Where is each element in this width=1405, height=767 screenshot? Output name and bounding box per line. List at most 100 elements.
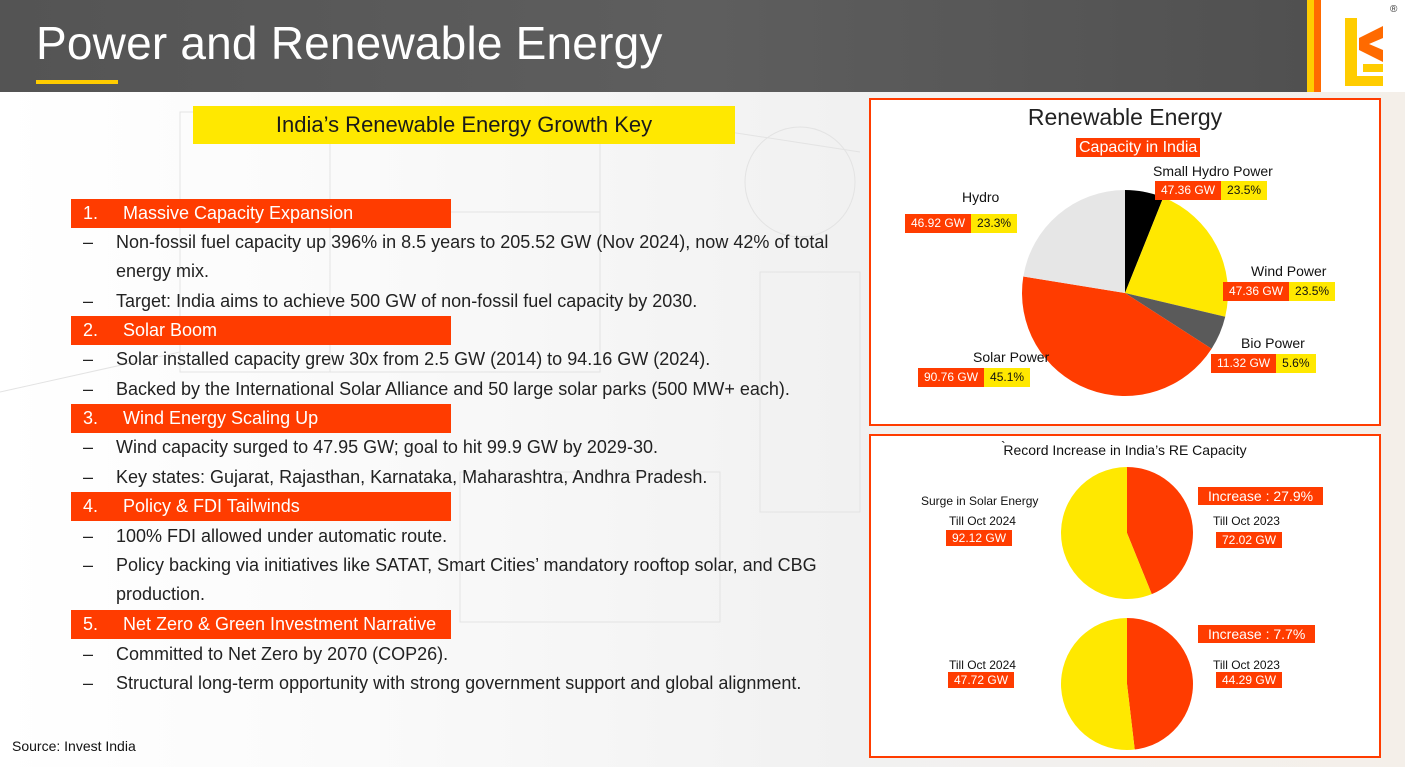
brand-logo: ® bbox=[1307, 0, 1405, 92]
section-number: 1. bbox=[83, 203, 99, 223]
pct-value: 23.5% bbox=[1221, 181, 1268, 200]
pie-slice-small-hydro-power bbox=[1125, 190, 1164, 293]
surge-series-label: Surge in Solar Energy bbox=[921, 494, 1039, 508]
record-increase-panel: ` Record Increase in India’s RE Capacity… bbox=[869, 434, 1381, 758]
gw-value: 47.36 GW bbox=[1155, 181, 1222, 200]
bullet-item: – Wind capacity surged to 47.95 GW; goal… bbox=[83, 433, 863, 462]
bullet-item: – Backed by the International Solar Alli… bbox=[83, 375, 863, 404]
slice-tag-solar: 90.76 GW 45.1% bbox=[918, 368, 1031, 387]
bullet-item: – Structural long-term opportunity with … bbox=[83, 669, 863, 698]
section-heading-4: 4. Policy & FDI Tailwinds bbox=[71, 492, 451, 521]
section-label: Net Zero & Green Investment Narrative bbox=[123, 614, 437, 634]
pct-value: 23.5% bbox=[1289, 282, 1336, 301]
gw-value: 46.92 GW bbox=[905, 214, 972, 233]
page-title: Power and Renewable Energy bbox=[36, 17, 663, 69]
bullet-text: 100% FDI allowed under automatic route. bbox=[116, 526, 448, 546]
gw-value: 90.76 GW bbox=[918, 368, 985, 387]
registered-icon: ® bbox=[1390, 4, 1398, 15]
pie2-value-2023: 44.29 GW bbox=[1216, 672, 1283, 688]
bullet-dash: – bbox=[83, 349, 94, 369]
bullet-text: Wind capacity surged to 47.95 GW; goal t… bbox=[116, 437, 658, 457]
bullet-text: Non-fossil fuel capacity up 396% in 8.5 … bbox=[116, 232, 829, 281]
bullet-dash: – bbox=[83, 437, 94, 457]
pie-slice-bio-power bbox=[1125, 293, 1226, 349]
bullet-item: – Key states: Gujarat, Rajasthan, Karnat… bbox=[83, 463, 863, 492]
title-underline bbox=[36, 80, 118, 84]
pie2-label-2023: Till Oct 2023 bbox=[1213, 658, 1280, 672]
bullet-dash: – bbox=[83, 467, 94, 487]
bullet-text: Structural long-term opportunity with st… bbox=[116, 673, 802, 693]
renewable-pie-chart bbox=[1022, 190, 1228, 396]
slice-label-bio: Bio Power bbox=[1241, 335, 1305, 351]
gw-value: 11.32 GW bbox=[1211, 354, 1277, 373]
section-heading-2: 2. Solar Boom bbox=[71, 316, 451, 345]
key-title-banner: India’s Renewable Energy Growth Key bbox=[193, 106, 735, 144]
section-number: 4. bbox=[83, 496, 99, 516]
pct-value: 45.1% bbox=[984, 368, 1031, 387]
bullet-item: – Committed to Net Zero by 2070 (COP26). bbox=[83, 640, 863, 669]
pie1-label-2023: Till Oct 2023 bbox=[1213, 514, 1280, 528]
slice-label-wind: Wind Power bbox=[1251, 263, 1327, 279]
solar-surge-pie-chart bbox=[1061, 467, 1193, 599]
bullet-dash: – bbox=[83, 291, 94, 311]
section-label: Policy & FDI Tailwinds bbox=[123, 496, 300, 516]
pie2-value-2024: 47.72 GW bbox=[948, 672, 1015, 688]
section-number: 5. bbox=[83, 614, 99, 634]
pie-slice-solar-power bbox=[1022, 276, 1212, 396]
pie-slice-till-oct-2023 bbox=[1127, 618, 1193, 750]
pie1-label-2024: Till Oct 2024 bbox=[949, 514, 1016, 528]
logo-mark-icon bbox=[1345, 18, 1383, 86]
section-heading-1: 1. Massive Capacity Expansion bbox=[71, 199, 451, 228]
pie1-value-2023: 72.02 GW bbox=[1216, 532, 1283, 548]
slice-tag-wind: 47.36 GW 23.5% bbox=[1223, 282, 1336, 301]
bullet-dash: – bbox=[83, 673, 94, 693]
bullet-item: – 100% FDI allowed under automatic route… bbox=[83, 522, 863, 551]
pie1-value-2024: 92.12 GW bbox=[946, 530, 1013, 546]
slice-label-solar: Solar Power bbox=[973, 349, 1050, 365]
bullet-item: – Non-fossil fuel capacity up 396% in 8.… bbox=[83, 228, 863, 286]
second-surge-pie-chart bbox=[1061, 618, 1193, 750]
bullet-dash: – bbox=[83, 232, 94, 252]
section-label: Solar Boom bbox=[123, 320, 218, 340]
renewable-capacity-panel: Renewable Energy Capacity in India Small… bbox=[869, 98, 1381, 426]
bullet-dash: – bbox=[83, 644, 94, 664]
section-label: Massive Capacity Expansion bbox=[123, 203, 354, 223]
bullet-item: – Policy backing via initiatives like SA… bbox=[83, 551, 843, 609]
bullet-text: Target: India aims to achieve 500 GW of … bbox=[116, 291, 698, 311]
section-number: 3. bbox=[83, 408, 99, 428]
record-title: Record Increase in India’s RE Capacity bbox=[1003, 442, 1247, 458]
bullet-text: Policy backing via initiatives like SATA… bbox=[116, 555, 817, 604]
pie-slice-till-oct-2024 bbox=[1061, 467, 1152, 599]
pie2-label-2024: Till Oct 2024 bbox=[949, 658, 1016, 672]
bullet-text: Backed by the International Solar Allian… bbox=[116, 379, 790, 399]
stray-tick-mark: ` bbox=[1001, 438, 1006, 454]
chart-subtitle: Capacity in India bbox=[1076, 138, 1201, 157]
pie-slice-till-oct-2023 bbox=[1127, 467, 1193, 595]
section-heading-3: 3. Wind Energy Scaling Up bbox=[71, 404, 451, 433]
bullet-dash: – bbox=[83, 526, 94, 546]
slice-tag-small-hydro: 47.36 GW 23.5% bbox=[1155, 181, 1268, 200]
gw-value: 47.36 GW bbox=[1223, 282, 1290, 301]
logo-color-bars bbox=[1307, 0, 1321, 92]
bullet-item: – Target: India aims to achieve 500 GW o… bbox=[83, 287, 863, 316]
section-label: Wind Energy Scaling Up bbox=[123, 408, 319, 428]
bullet-text: Committed to Net Zero by 2070 (COP26). bbox=[116, 644, 449, 664]
bullet-dash: – bbox=[83, 379, 94, 399]
bullet-dash: – bbox=[83, 555, 94, 575]
chart-title: Renewable Energy bbox=[1027, 104, 1223, 130]
bullet-text: Key states: Gujarat, Rajasthan, Karnatak… bbox=[116, 467, 708, 487]
slice-tag-hydro: 46.92 GW 23.3% bbox=[905, 214, 1018, 233]
slice-tag-bio: 11.32 GW 5.6% bbox=[1211, 354, 1316, 373]
pie1-increase-badge: Increase : 27.9% bbox=[1198, 487, 1324, 505]
pie-slice-wind-power bbox=[1125, 197, 1228, 317]
slice-label-small-hydro: Small Hydro Power bbox=[1153, 163, 1273, 179]
bullet-text: Solar installed capacity grew 30x from 2… bbox=[116, 349, 711, 369]
pie-slice-till-oct-2024 bbox=[1061, 618, 1135, 750]
section-number: 2. bbox=[83, 320, 99, 340]
bullet-item: – Solar installed capacity grew 30x from… bbox=[83, 345, 863, 374]
slice-label-hydro: Hydro bbox=[962, 189, 1000, 205]
pct-value: 5.6% bbox=[1276, 354, 1316, 373]
pie2-increase-badge: Increase : 7.7% bbox=[1198, 625, 1316, 643]
source-note: Source: Invest India bbox=[12, 738, 136, 754]
pie-slice-hydro bbox=[1023, 190, 1125, 293]
